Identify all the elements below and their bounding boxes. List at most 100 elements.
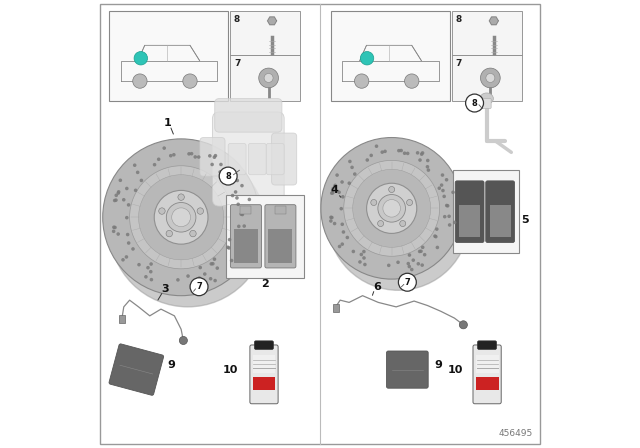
- Circle shape: [230, 259, 234, 263]
- Text: 8: 8: [234, 15, 240, 24]
- Circle shape: [183, 74, 197, 88]
- FancyBboxPatch shape: [215, 99, 282, 132]
- Circle shape: [340, 242, 344, 246]
- Circle shape: [237, 224, 241, 228]
- Circle shape: [329, 219, 333, 223]
- Circle shape: [396, 260, 400, 264]
- Circle shape: [179, 336, 188, 345]
- Circle shape: [219, 174, 223, 177]
- Circle shape: [427, 168, 430, 172]
- Circle shape: [348, 159, 352, 163]
- Circle shape: [169, 154, 173, 158]
- FancyBboxPatch shape: [250, 345, 278, 404]
- Circle shape: [351, 250, 355, 253]
- Circle shape: [445, 204, 449, 207]
- Circle shape: [203, 272, 207, 276]
- Circle shape: [134, 189, 138, 192]
- FancyBboxPatch shape: [255, 341, 273, 349]
- Circle shape: [321, 138, 463, 279]
- Circle shape: [358, 260, 362, 264]
- Circle shape: [186, 274, 190, 278]
- Circle shape: [408, 265, 411, 268]
- Circle shape: [353, 169, 431, 247]
- Circle shape: [112, 225, 116, 229]
- Circle shape: [369, 154, 373, 157]
- Circle shape: [250, 231, 253, 235]
- Bar: [452, 55, 522, 101]
- FancyBboxPatch shape: [212, 112, 284, 206]
- Circle shape: [134, 52, 148, 65]
- Circle shape: [139, 175, 224, 260]
- Circle shape: [335, 173, 339, 177]
- Circle shape: [410, 268, 413, 271]
- Text: 2: 2: [262, 280, 269, 289]
- Circle shape: [433, 234, 436, 238]
- Circle shape: [420, 151, 424, 155]
- Circle shape: [189, 230, 196, 237]
- Circle shape: [447, 215, 451, 218]
- Circle shape: [412, 258, 415, 262]
- Circle shape: [132, 74, 147, 88]
- Circle shape: [243, 224, 246, 228]
- Circle shape: [332, 187, 335, 190]
- Circle shape: [418, 250, 421, 253]
- FancyBboxPatch shape: [486, 181, 515, 242]
- Circle shape: [211, 163, 214, 166]
- Bar: [253, 377, 275, 390]
- Text: 8: 8: [472, 99, 477, 108]
- Circle shape: [436, 246, 439, 249]
- FancyBboxPatch shape: [387, 351, 428, 388]
- Circle shape: [416, 151, 419, 155]
- Circle shape: [339, 207, 343, 211]
- Circle shape: [486, 73, 495, 82]
- Circle shape: [159, 208, 165, 214]
- Circle shape: [420, 152, 424, 156]
- FancyBboxPatch shape: [265, 205, 296, 268]
- Circle shape: [127, 203, 131, 207]
- Circle shape: [190, 278, 208, 296]
- Circle shape: [355, 74, 369, 88]
- Circle shape: [333, 185, 337, 188]
- Circle shape: [146, 266, 150, 270]
- Bar: [268, 229, 292, 263]
- Circle shape: [441, 173, 444, 177]
- Circle shape: [116, 232, 120, 236]
- Circle shape: [198, 266, 202, 269]
- Circle shape: [419, 250, 423, 253]
- Circle shape: [218, 170, 222, 174]
- Bar: [459, 205, 480, 237]
- Polygon shape: [490, 17, 499, 25]
- Circle shape: [202, 284, 205, 287]
- Circle shape: [362, 256, 366, 260]
- Bar: [241, 207, 252, 214]
- Circle shape: [363, 263, 367, 266]
- FancyBboxPatch shape: [200, 138, 225, 176]
- Circle shape: [397, 149, 401, 152]
- Circle shape: [344, 160, 440, 256]
- Circle shape: [371, 199, 377, 206]
- Circle shape: [219, 167, 237, 185]
- Circle shape: [190, 152, 193, 155]
- Circle shape: [166, 230, 173, 237]
- Bar: [452, 11, 522, 55]
- Circle shape: [236, 179, 239, 182]
- Circle shape: [423, 253, 426, 256]
- Circle shape: [259, 68, 278, 88]
- Circle shape: [403, 151, 406, 155]
- Circle shape: [442, 194, 446, 198]
- Circle shape: [208, 154, 212, 158]
- Circle shape: [126, 233, 129, 237]
- Bar: [230, 11, 300, 55]
- Circle shape: [340, 180, 344, 184]
- Circle shape: [209, 277, 212, 280]
- Circle shape: [353, 172, 356, 176]
- Circle shape: [420, 263, 424, 267]
- Circle shape: [248, 198, 251, 201]
- Circle shape: [214, 154, 217, 157]
- Circle shape: [131, 247, 135, 251]
- Circle shape: [418, 158, 422, 162]
- Circle shape: [125, 216, 129, 220]
- FancyBboxPatch shape: [473, 345, 501, 404]
- Circle shape: [448, 223, 451, 227]
- FancyBboxPatch shape: [230, 205, 261, 268]
